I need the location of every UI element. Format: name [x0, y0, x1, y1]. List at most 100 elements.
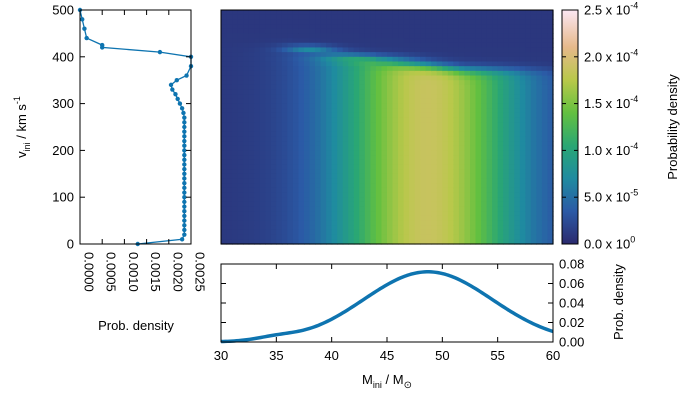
heatmap-cell: [431, 80, 438, 86]
heatmap-cell: [342, 145, 349, 151]
heatmap-cell: [320, 52, 327, 58]
heatmap-cell: [259, 56, 266, 63]
heatmap-cell: [287, 94, 294, 100]
heatmap-cell: [270, 98, 277, 105]
heatmap-cell: [492, 61, 499, 67]
heatmap-cell: [265, 75, 272, 81]
heatmap-cell: [326, 201, 333, 208]
heatmap-cell: [375, 70, 383, 77]
heatmap-cell: [431, 206, 438, 212]
heatmap-cell: [403, 70, 410, 77]
heatmap-cell: [398, 141, 405, 147]
heatmap-cell: [331, 61, 338, 67]
heatmap-cell: [304, 112, 311, 119]
heatmap-cell: [431, 122, 438, 128]
heatmap-cell: [470, 183, 477, 189]
heatmap-cell: [492, 169, 499, 175]
heatmap-cell: [470, 225, 477, 231]
heatmap-cell: [259, 70, 266, 77]
heatmap-cell: [409, 28, 416, 34]
heatmap-cell: [486, 28, 493, 34]
heatmap-cell: [492, 75, 499, 81]
heatmap-cell: [259, 117, 266, 123]
vini-data-point: [82, 26, 87, 31]
heatmap-cell: [364, 28, 371, 34]
heatmap-cell: [265, 19, 272, 25]
heatmap-cell: [364, 225, 371, 231]
heatmap-cell: [248, 28, 255, 34]
heatmap-cell: [447, 14, 454, 20]
heatmap-cell: [298, 98, 305, 105]
heatmap-cell: [514, 47, 521, 53]
heatmap-cell: [453, 127, 460, 133]
heatmap-cell: [353, 19, 360, 25]
heatmap-cell: [387, 52, 394, 58]
heatmap-cell: [481, 117, 488, 123]
heatmap-cell: [381, 42, 388, 49]
heatmap-cell: [226, 117, 233, 123]
heatmap-cell: [447, 187, 454, 194]
heatmap-cell: [442, 24, 449, 30]
heatmap-cell: [304, 52, 311, 58]
heatmap-cell: [486, 239, 493, 245]
heatmap-cell: [287, 28, 294, 34]
heatmap-cell: [447, 211, 454, 217]
heatmap-cell: [420, 94, 427, 100]
heatmap-cell: [331, 178, 338, 184]
heatmap-cell: [514, 94, 521, 100]
heatmap-cell: [497, 169, 504, 175]
heatmap-cell: [342, 201, 349, 208]
heatmap-cell: [287, 234, 294, 240]
heatmap-cell: [287, 42, 294, 49]
heatmap-cell: [497, 150, 504, 156]
heatmap-cell: [370, 80, 377, 86]
heatmap-cell: [342, 52, 349, 58]
heatmap-cell: [414, 183, 421, 189]
heatmap-cell: [547, 201, 554, 208]
heatmap-cell: [243, 159, 250, 166]
heatmap-cell: [364, 42, 371, 49]
heatmap-cell: [265, 38, 272, 44]
heatmap-cell: [304, 229, 311, 236]
heatmap-cell: [541, 220, 549, 226]
heatmap-cell: [436, 239, 443, 245]
heatmap-cell: [243, 33, 250, 39]
heatmap-cell: [492, 225, 499, 231]
heatmap-cell: [530, 215, 537, 222]
heatmap-cell: [221, 122, 228, 128]
heatmap-cell: [221, 52, 228, 58]
heatmap-cell: [375, 141, 383, 147]
heatmap-cell: [525, 220, 532, 226]
heatmap-cell: [536, 56, 543, 63]
heatmap-cell: [381, 211, 388, 217]
heatmap-cell: [464, 183, 471, 189]
heatmap-cell: [508, 164, 515, 170]
heatmap-cell: [226, 70, 233, 77]
heatmap-cell: [348, 94, 355, 100]
heatmap-cell: [281, 131, 288, 137]
heatmap-cell: [326, 33, 333, 39]
heatmap-cell: [298, 178, 305, 184]
heatmap-cell: [243, 38, 250, 44]
heatmap-cell: [508, 201, 515, 208]
heatmap-cell: [492, 42, 499, 49]
heatmap-cell: [304, 80, 311, 86]
heatmap-cell: [508, 94, 515, 100]
heatmap-cell: [541, 206, 549, 212]
heatmap-cell: [298, 136, 305, 142]
heatmap-cell: [375, 52, 383, 58]
heatmap-cell: [375, 178, 383, 184]
heatmap-cell: [276, 108, 283, 114]
heatmap-cell: [298, 164, 305, 170]
heatmap-cell: [259, 192, 266, 198]
heatmap-cell: [359, 42, 366, 49]
heatmap-cell: [276, 117, 283, 123]
heatmap-cell: [353, 33, 360, 39]
heatmap-cell: [232, 70, 239, 77]
heatmap-cell: [292, 75, 300, 81]
heatmap-cell: [514, 234, 521, 240]
heatmap-cell: [287, 112, 294, 119]
heatmap-cell: [221, 229, 228, 236]
heatmap-cell: [342, 19, 349, 25]
